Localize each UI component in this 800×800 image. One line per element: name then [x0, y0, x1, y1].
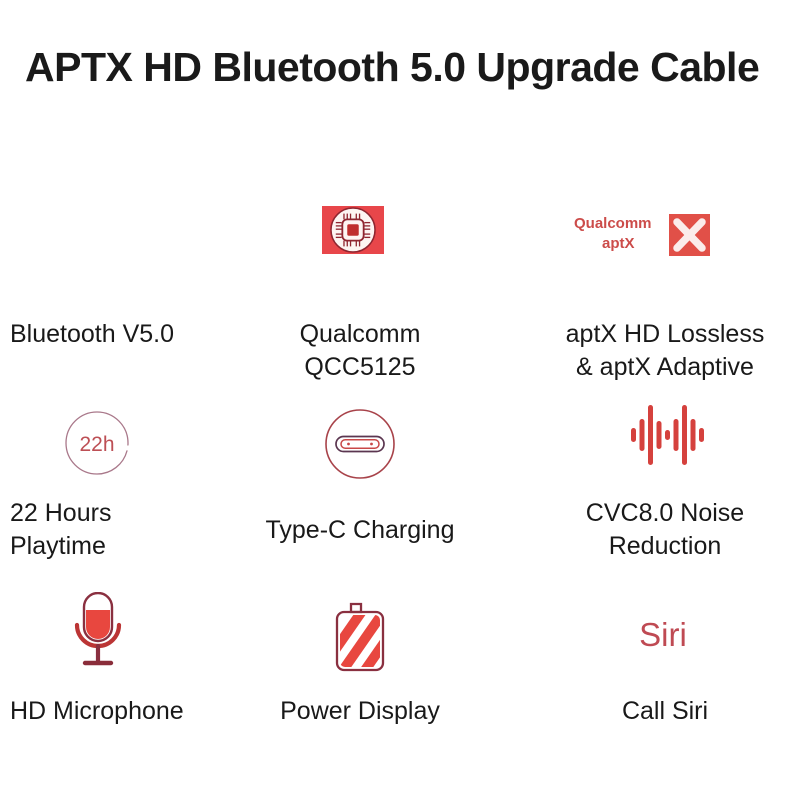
- svg-text:Qualcomm: Qualcomm: [574, 215, 652, 232]
- svg-text:Siri: Siri: [639, 616, 687, 653]
- svg-text:22h: 22h: [79, 433, 114, 456]
- svg-text:aptX: aptX: [602, 235, 635, 252]
